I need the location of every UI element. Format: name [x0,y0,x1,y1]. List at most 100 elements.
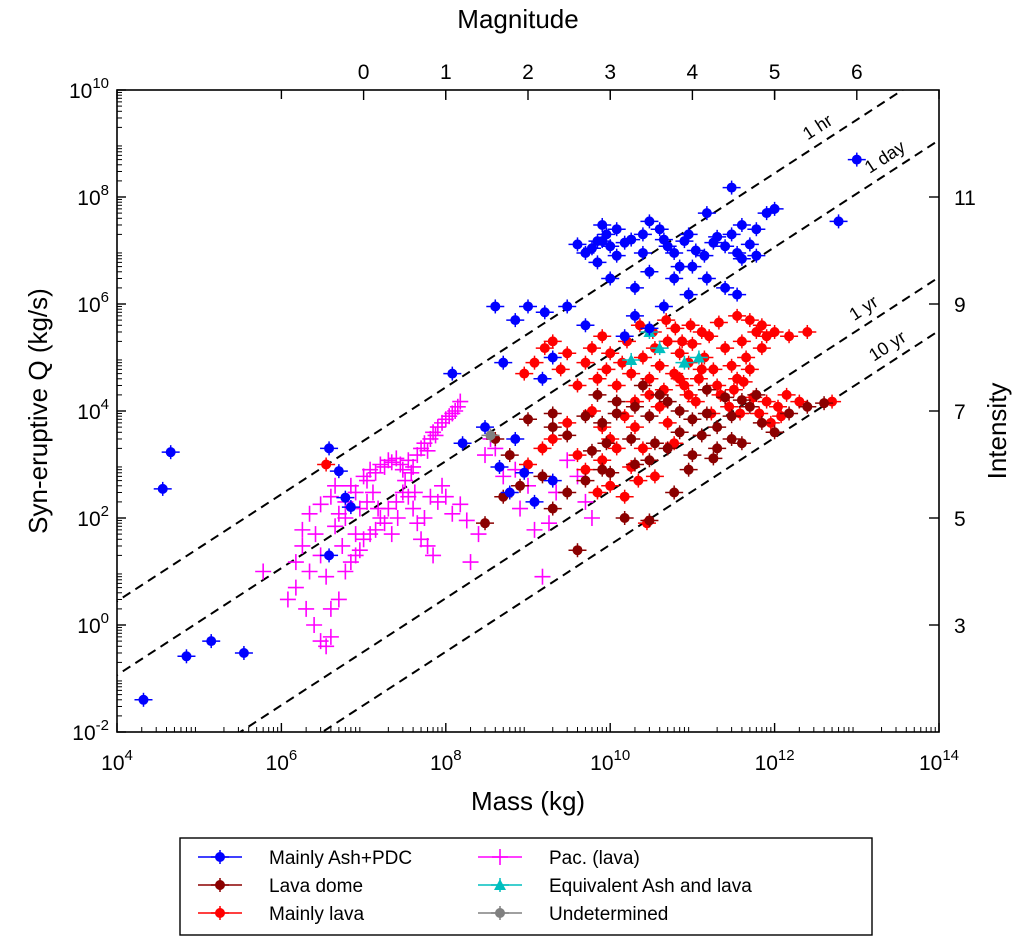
data-point [625,308,644,323]
data-point [294,537,311,554]
data-point [622,232,641,247]
data-point [543,406,562,421]
y-tick-label: 1010 [69,75,109,103]
data-point [359,472,376,489]
data-point [658,394,677,409]
data-point [452,393,469,410]
data-point [629,473,648,488]
data-point [670,346,689,361]
data-point [588,485,607,500]
data-point [409,447,426,464]
data-point [769,399,788,414]
reference-line-label: 10 yr [865,327,909,366]
data-point [318,638,335,655]
data-point [202,634,221,649]
data-point [500,485,519,500]
data-point [543,420,562,435]
data-point [716,280,735,295]
data-point [686,394,705,409]
data-point [533,371,552,386]
data-point [670,404,689,418]
data-point [427,427,444,444]
data-point [320,441,339,456]
data-point [708,378,727,393]
data-point [511,478,530,493]
legend-marker [491,906,509,920]
data-point [593,234,612,249]
data-point [697,382,716,397]
data-point [716,390,735,405]
reference-line-3 [238,276,939,732]
data-point [740,399,759,414]
data-point [458,512,475,529]
data-point [301,505,318,522]
data-point [615,489,634,504]
data-point [318,568,335,585]
data-point [593,329,612,344]
data-point [607,441,626,456]
data-point [640,453,659,468]
legend-label: Pac. (lava) [549,848,640,869]
data-point [752,318,771,333]
data-point [543,473,562,488]
data-point [665,271,684,286]
data-point [740,237,759,252]
legend-item: Pac. (lava) [478,848,640,869]
data-point [692,362,711,377]
data-point [322,600,339,617]
data-point [380,452,397,469]
data-point [695,248,714,263]
data-point [279,591,296,608]
data-point [330,591,347,608]
data-point [462,554,479,571]
data-point [317,457,336,472]
data-point [388,493,405,510]
magnitude-tick-label: 5 [769,61,781,84]
data-point [679,387,698,402]
data-point [477,447,494,464]
data-point [320,548,339,563]
data-point [607,378,626,393]
data-point [622,352,641,367]
data-point [683,412,702,427]
data-point [780,406,799,421]
data-point [476,420,495,435]
plot-frame [116,89,940,733]
data-point [704,451,723,466]
data-point [551,362,570,377]
data-point [234,645,253,660]
data-point [654,232,673,247]
data-point [576,473,595,488]
data-point [709,315,728,330]
x-tick-label: 1012 [755,747,795,775]
data-point [301,563,318,580]
data-point [732,251,751,266]
data-point [708,229,727,244]
reference-line-label: 1 yr [845,291,881,324]
data-point [665,245,684,260]
data-point [486,299,505,314]
data-point [625,280,644,295]
data-point [679,227,698,242]
magnitude-tick-label: 1 [440,61,452,84]
data-point [372,456,389,473]
magnitude-tick-label: 2 [522,61,534,84]
data-point [307,526,324,543]
y-tick-label: 104 [77,396,109,424]
data-point [425,547,442,564]
data-point [322,628,339,645]
data-point [747,387,766,402]
x-tick-label: 106 [266,747,298,775]
y-tick-label: 106 [77,289,109,317]
y-axis-title: Syn-eruptive Q (kg/s) [23,288,53,534]
data-point [607,394,626,409]
data-point [558,415,577,430]
data-point [389,510,406,526]
data-point [722,409,741,424]
data-point [434,414,451,431]
data-point [829,214,848,229]
data-point [558,428,577,443]
data-point [582,241,601,256]
data-point [670,425,689,440]
